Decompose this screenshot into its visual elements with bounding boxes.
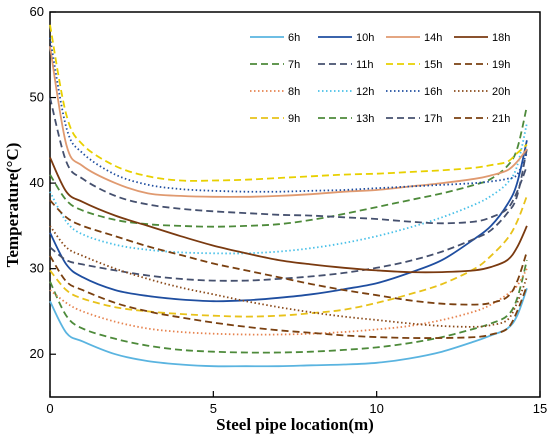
series-line-17h — [49, 97, 528, 225]
legend-label-12h: 12h — [356, 86, 374, 98]
legend-label-7h: 7h — [288, 59, 300, 71]
series-line-7h — [49, 259, 528, 354]
series-line-6h — [49, 288, 528, 368]
legend-label-6h: 6h — [288, 32, 300, 44]
plot-frame — [49, 11, 541, 398]
series-layer — [49, 24, 528, 368]
legend-label-15h: 15h — [424, 59, 442, 71]
y-tick-label: 30 — [30, 261, 44, 276]
series-line-18h — [49, 157, 528, 274]
x-tick-label: 0 — [46, 401, 53, 416]
series-line-9h — [49, 195, 528, 318]
legend-label-9h: 9h — [288, 113, 300, 125]
legend-label-18h: 18h — [492, 32, 510, 44]
series-line-10h — [49, 140, 528, 303]
series-line-11h — [49, 148, 528, 282]
x-axis-title: Steel pipe location(m) — [216, 415, 374, 434]
legend-label-13h: 13h — [356, 113, 374, 125]
y-tick-label: 20 — [30, 346, 44, 361]
legend-label-21h: 21h — [492, 113, 510, 125]
x-tick-label: 15 — [533, 401, 547, 416]
legend-label-20h: 20h — [492, 86, 510, 98]
series-line-19h — [49, 199, 528, 306]
legend-label-17h: 17h — [424, 113, 442, 125]
legend-label-19h: 19h — [492, 59, 510, 71]
series-line-8h — [49, 268, 528, 336]
y-tick-label: 60 — [30, 4, 44, 19]
axis-layer: 0 5 10 15 20 30 40 50 60 — [30, 4, 548, 416]
series-line-21h — [49, 255, 528, 339]
x-tick-label: 5 — [210, 401, 217, 416]
series-line-14h — [49, 46, 528, 198]
legend-label-16h: 16h — [424, 86, 442, 98]
series-line-20h — [49, 225, 528, 328]
series-line-12h — [49, 123, 528, 255]
y-axis-title: Temperature(°C) — [3, 143, 22, 268]
legend: 6h 7h 8h 9h 10h 11h 12h 13h 14h 15h 16h 17h 18h 19h 20… — [250, 32, 510, 125]
legend-label-11h: 11h — [356, 59, 374, 71]
series-line-15h — [49, 24, 528, 182]
legend-label-10h: 10h — [356, 32, 374, 44]
y-tick-label: 50 — [30, 90, 44, 105]
series-line-13h — [49, 105, 528, 228]
x-tick-label: 10 — [369, 401, 383, 416]
y-tick-label: 40 — [30, 175, 44, 190]
legend-label-8h: 8h — [288, 86, 300, 98]
legend-label-14h: 14h — [424, 32, 442, 44]
